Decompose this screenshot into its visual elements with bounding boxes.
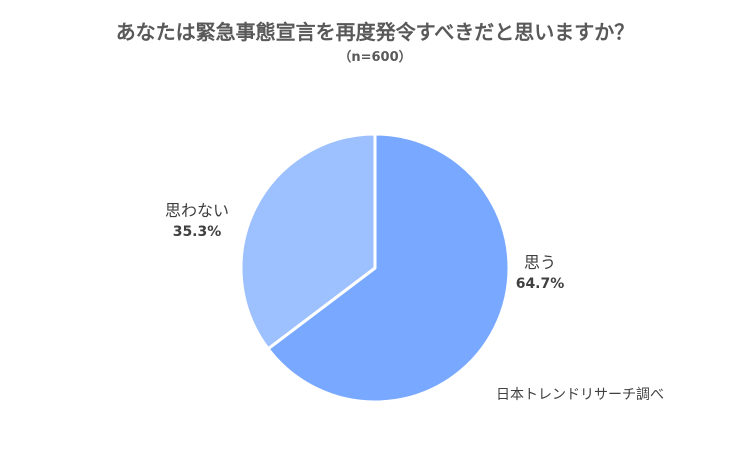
slice-label-no: 思わない 35.3% — [152, 200, 242, 242]
chart-subtitle: （n=600） — [338, 50, 412, 65]
pie-slice-no — [239, 132, 377, 351]
slice-value-no: 35.3% — [172, 224, 222, 240]
slice-value-yes: 64.7% — [515, 276, 565, 292]
chart-title: あなたは緊急事態宣言を再度発令すべきだと思いますか？ — [115, 20, 635, 44]
slice-name-yes: 思う — [523, 253, 556, 272]
source-note: 日本トレンドリサーチ調べ — [496, 387, 664, 403]
slice-name-no: 思わない — [164, 201, 229, 220]
pie-slice-yes — [266, 132, 511, 404]
slice-label-yes: 思う 64.7% — [500, 252, 580, 294]
